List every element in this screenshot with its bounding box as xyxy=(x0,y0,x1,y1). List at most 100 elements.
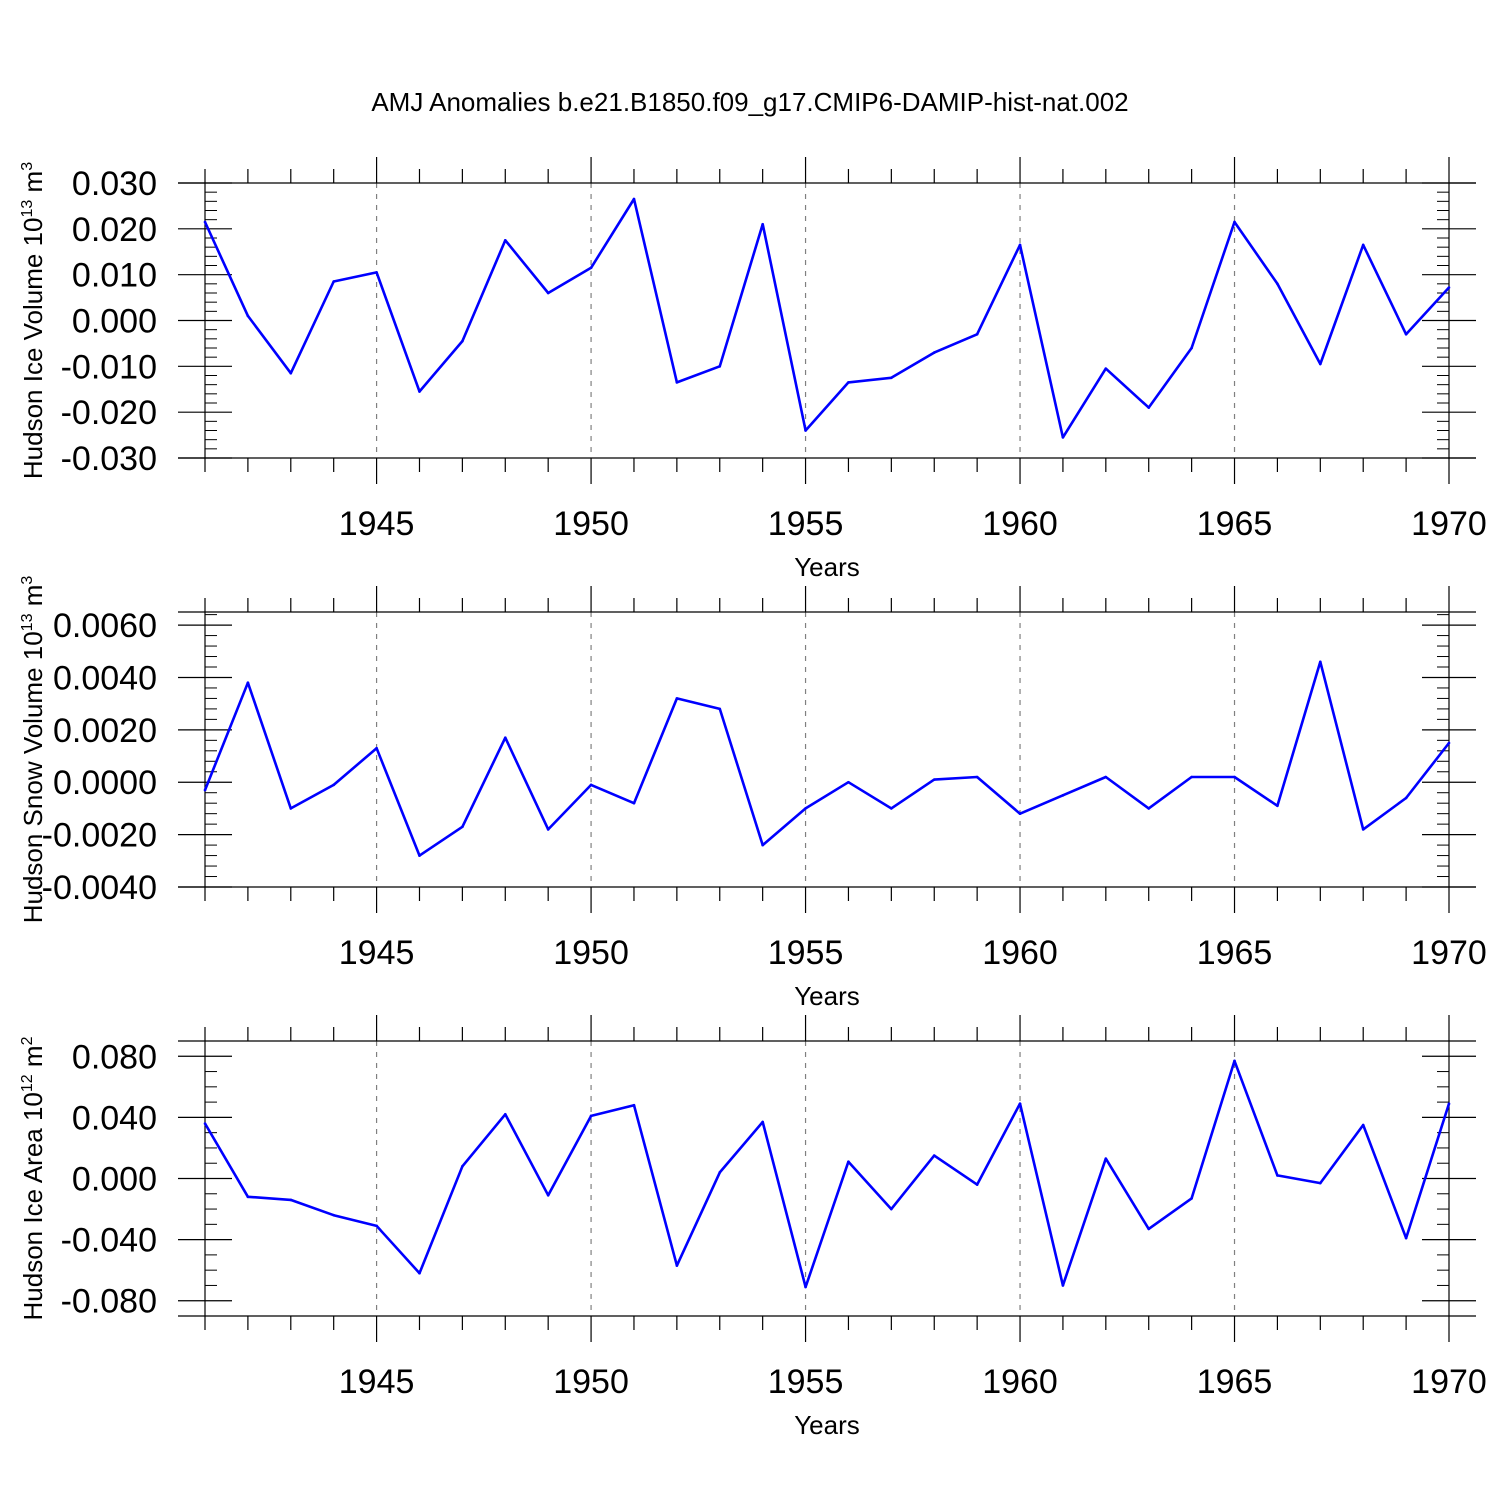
data-point xyxy=(1447,1102,1451,1105)
data-point xyxy=(975,1183,979,1186)
data-point xyxy=(546,291,550,295)
x-tick-label: 1965 xyxy=(1197,934,1273,972)
series-line xyxy=(203,197,1450,439)
y-axis-label-unit: m xyxy=(18,1045,48,1074)
y-tick-label: 0.030 xyxy=(72,165,157,203)
data-point xyxy=(1018,1102,1022,1105)
data-point xyxy=(589,783,593,787)
data-point xyxy=(1190,346,1193,350)
x-tick-label: 1955 xyxy=(768,505,844,543)
data-point xyxy=(932,1154,936,1157)
data-point xyxy=(1361,243,1365,247)
x-tick-label: 1965 xyxy=(1197,1363,1273,1401)
data-point xyxy=(675,1264,679,1267)
data-point xyxy=(1319,362,1322,366)
x-tick-label: 1970 xyxy=(1411,934,1487,972)
x-tick-label: 1950 xyxy=(553,934,629,972)
data-point xyxy=(1319,1181,1322,1185)
data-point xyxy=(1276,804,1279,808)
y-tick-label: 0.000 xyxy=(72,303,157,341)
data-point xyxy=(1404,332,1408,336)
data-point xyxy=(847,381,850,384)
x-tick-label: 1960 xyxy=(982,934,1058,972)
data-point xyxy=(1319,660,1322,664)
y-tick-label: 0.020 xyxy=(72,211,157,249)
data-point xyxy=(418,390,421,393)
data-point xyxy=(246,1195,250,1199)
data-point xyxy=(332,783,335,787)
data-point xyxy=(375,1224,378,1228)
y-tick-label: -0.0020 xyxy=(42,817,157,855)
chart-title: AMJ Anomalies b.e21.B1850.f09_g17.CMIP6-… xyxy=(371,87,1128,117)
y-axis-label-unit-exponent: 3 xyxy=(19,576,36,585)
data-point xyxy=(675,697,679,700)
data-point xyxy=(632,1103,636,1107)
data-point xyxy=(289,807,293,810)
y-axis-label-unit-exponent: 3 xyxy=(19,162,36,171)
data-point xyxy=(546,1194,550,1197)
data-point xyxy=(418,854,421,857)
data-point xyxy=(1104,775,1108,779)
data-point xyxy=(1061,1284,1065,1287)
data-point xyxy=(932,778,936,781)
y-axis-label: Hudson Ice Volume 1013 m3 xyxy=(18,162,48,479)
y-tick-label: 0.0000 xyxy=(53,764,157,802)
y-axis-label-text: Hudson Ice Volume 10 xyxy=(18,217,48,479)
x-axis-label: Years xyxy=(794,1410,860,1440)
data-point xyxy=(847,780,850,784)
data-point xyxy=(375,271,378,274)
y-tick-label: 0.0060 xyxy=(53,607,157,645)
data-point xyxy=(1018,812,1022,815)
y-tick-label: -0.030 xyxy=(61,440,157,478)
data-point xyxy=(332,280,335,283)
x-tick-label: 1950 xyxy=(553,505,629,543)
data-point xyxy=(203,1122,207,1125)
y-axis-label-unit-exponent: 2 xyxy=(19,1036,36,1045)
y-axis-label-unit: m xyxy=(18,585,48,614)
x-tick-label: 1955 xyxy=(768,934,844,972)
data-point xyxy=(675,381,679,384)
data-point xyxy=(1233,775,1236,779)
y-axis-label: Hudson Ice Area 1012 m2 xyxy=(18,1036,48,1320)
data-point xyxy=(761,222,764,226)
x-tick-label: 1970 xyxy=(1411,505,1487,543)
data-point xyxy=(1061,794,1065,797)
data-point xyxy=(804,429,807,432)
data-point xyxy=(503,238,507,242)
data-point xyxy=(1276,282,1279,286)
data-point xyxy=(289,1198,293,1202)
data-point xyxy=(932,351,936,354)
data-point xyxy=(503,1113,507,1116)
data-point xyxy=(1361,828,1365,831)
data-point xyxy=(1276,1174,1279,1177)
data-point xyxy=(1233,220,1236,224)
y-tick-label: -0.040 xyxy=(61,1222,157,1260)
y-tick-label: -0.020 xyxy=(61,394,157,432)
series-line xyxy=(203,660,1451,857)
data-point xyxy=(1104,367,1108,370)
series-line xyxy=(203,1059,1451,1289)
y-tick-label: -0.010 xyxy=(61,348,157,386)
data-point xyxy=(718,365,722,368)
data-point xyxy=(289,371,293,375)
data-point xyxy=(1404,1236,1408,1240)
data-point xyxy=(890,807,893,810)
panel-3: 1945 1950 1955 1960 1965 1970 Years 0.080 0.040 0… xyxy=(18,1015,1487,1440)
data-point xyxy=(718,1171,722,1174)
data-point xyxy=(1447,741,1451,745)
data-point xyxy=(1147,807,1151,810)
y-tick-label: 0.0040 xyxy=(53,659,157,697)
data-point xyxy=(1147,406,1151,409)
data-point xyxy=(461,1164,464,1168)
data-point xyxy=(761,1120,764,1124)
data-point xyxy=(375,746,378,750)
y-axis-label-exponent: 12 xyxy=(19,1074,36,1092)
y-axis-label-text: Hudson Snow Volume 10 xyxy=(18,631,48,923)
data-point xyxy=(589,1114,593,1118)
data-point xyxy=(1361,1123,1365,1127)
data-point xyxy=(1018,243,1022,247)
y-tick-label: 0.000 xyxy=(72,1161,157,1199)
y-tick-label: 0.040 xyxy=(72,1099,157,1137)
data-point xyxy=(1147,1227,1151,1231)
